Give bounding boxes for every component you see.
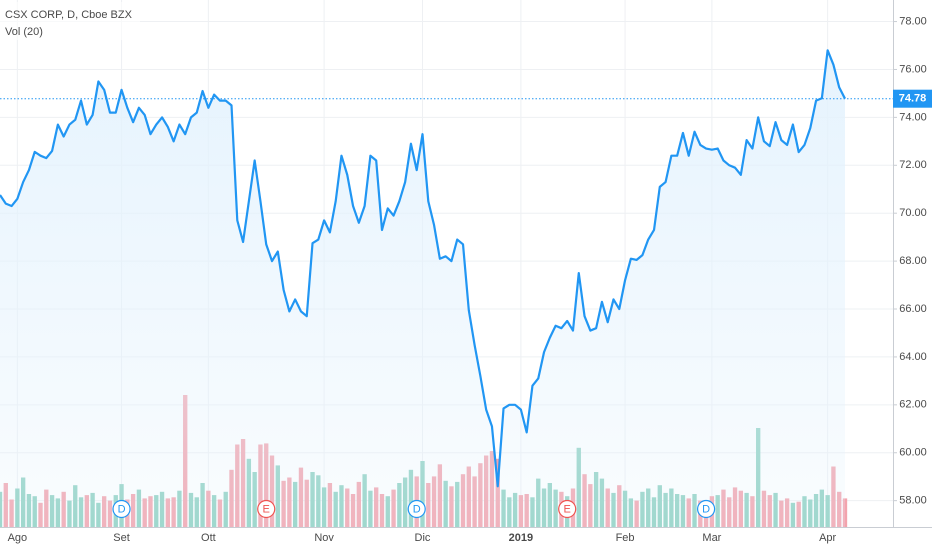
event-marker <box>407 499 426 519</box>
legend-bg <box>0 2 140 40</box>
event-marker <box>558 499 577 519</box>
x-tick-label: Apr <box>819 532 836 544</box>
y-tick-label: 64.00 <box>899 351 927 363</box>
y-tick-label: 74.00 <box>899 111 927 123</box>
x-tick-label: Feb <box>616 532 635 544</box>
event-marker <box>257 499 276 519</box>
x-tick-label: Dic <box>415 532 431 544</box>
x-tick-label: Nov <box>314 532 334 544</box>
event-marker <box>112 499 131 519</box>
y-tick-label: 66.00 <box>899 303 927 315</box>
event-label: E <box>263 503 270 515</box>
y-tick-label: 70.00 <box>899 207 927 219</box>
last-price-label: 74.78 <box>899 93 927 105</box>
last-price-box <box>893 89 932 108</box>
x-tick-label: Set <box>113 532 130 544</box>
event-label: E <box>564 503 571 515</box>
y-tick-label: 68.00 <box>899 255 927 267</box>
y-tick-label: 58.00 <box>899 495 927 507</box>
y-tick-label: 62.00 <box>899 399 927 411</box>
volume-title: Vol (20) <box>5 26 43 38</box>
event-label: D <box>413 503 421 515</box>
y-tick-label: 76.00 <box>899 63 927 75</box>
chart-title: CSX CORP, D, Cboe BZX <box>5 9 133 21</box>
price-area <box>0 50 845 528</box>
y-tick-label: 60.00 <box>899 447 927 459</box>
x-tick-label: Ago <box>8 532 28 544</box>
event-label: D <box>702 503 710 515</box>
price-line <box>0 49 846 488</box>
x-tick-label: Ott <box>201 532 216 544</box>
y-tick-label: 72.00 <box>899 159 927 171</box>
x-tick-label: 2019 <box>509 532 533 544</box>
x-tick-label: Mar <box>702 532 721 544</box>
y-tick-label: 78.00 <box>899 15 927 27</box>
event-marker <box>696 499 716 519</box>
event-label: D <box>118 503 126 515</box>
